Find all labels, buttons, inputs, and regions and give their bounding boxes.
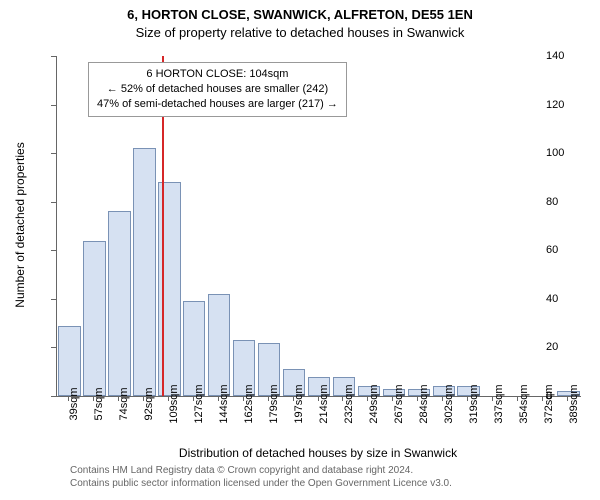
histogram-bar [208, 294, 230, 396]
xtick-mark [218, 396, 219, 401]
xtick-label: 337sqm [493, 384, 505, 423]
footer-line1: Contains HM Land Registry data © Crown c… [70, 464, 452, 477]
footer: Contains HM Land Registry data © Crown c… [70, 464, 452, 490]
xtick-label: 57sqm [93, 387, 105, 420]
ytick-label: 100 [546, 147, 596, 159]
xtick-label: 284sqm [418, 384, 430, 423]
xtick-label: 109sqm [168, 384, 180, 423]
xtick-label: 232sqm [343, 384, 355, 423]
xtick-label: 302sqm [443, 384, 455, 423]
histogram-bar [133, 148, 155, 396]
ytick-mark [51, 250, 56, 251]
xtick-label: 354sqm [518, 384, 530, 423]
x-axis-label: Distribution of detached houses by size … [56, 446, 580, 460]
xtick-label: 389sqm [568, 384, 580, 423]
xtick-label: 39sqm [68, 387, 80, 420]
xtick-mark [392, 396, 393, 401]
xtick-label: 372sqm [543, 384, 555, 423]
xtick-mark [492, 396, 493, 401]
xtick-label: 197sqm [293, 384, 305, 423]
xtick-mark [342, 396, 343, 401]
ytick-mark [51, 56, 56, 57]
ytick-label: 140 [546, 50, 596, 62]
xtick-mark [467, 396, 468, 401]
xtick-label: 267sqm [393, 384, 405, 423]
xtick-label: 179sqm [268, 384, 280, 423]
histogram-bar [108, 211, 130, 396]
xtick-mark [318, 396, 319, 401]
xtick-mark [268, 396, 269, 401]
xtick-mark [567, 396, 568, 401]
xtick-mark [68, 396, 69, 401]
xtick-mark [143, 396, 144, 401]
ytick-mark [51, 153, 56, 154]
ytick-mark [51, 202, 56, 203]
histogram-bar [183, 301, 205, 396]
xtick-label: 127sqm [193, 384, 205, 423]
chart-title-line2: Size of property relative to detached ho… [0, 25, 600, 40]
chart-title-line1: 6, HORTON CLOSE, SWANWICK, ALFRETON, DE5… [0, 7, 600, 22]
xtick-mark [517, 396, 518, 401]
ytick-label: 120 [546, 99, 596, 111]
xtick-label: 162sqm [243, 384, 255, 423]
ytick-mark [51, 105, 56, 106]
xtick-mark [193, 396, 194, 401]
xtick-label: 249sqm [368, 384, 380, 423]
xtick-mark [442, 396, 443, 401]
xtick-label: 74sqm [118, 387, 130, 420]
ytick-label: 40 [546, 293, 596, 305]
ytick-mark [51, 299, 56, 300]
info-box-line3: 47% of semi-detached houses are larger (… [97, 97, 338, 112]
xtick-label: 144sqm [218, 384, 230, 423]
info-box-line1: 6 HORTON CLOSE: 104sqm [97, 67, 338, 82]
xtick-mark [168, 396, 169, 401]
ytick-mark [51, 396, 56, 397]
xtick-mark [542, 396, 543, 401]
histogram-bar [58, 326, 80, 396]
xtick-label: 214sqm [318, 384, 330, 423]
y-axis-label: Number of detached properties [13, 135, 27, 315]
ytick-label: 60 [546, 244, 596, 256]
footer-line2: Contains public sector information licen… [70, 477, 452, 490]
xtick-mark [367, 396, 368, 401]
xtick-mark [417, 396, 418, 401]
xtick-mark [118, 396, 119, 401]
xtick-mark [293, 396, 294, 401]
histogram-bar [83, 241, 105, 396]
xtick-label: 319sqm [468, 384, 480, 423]
ytick-mark [51, 347, 56, 348]
ytick-label: 80 [546, 196, 596, 208]
xtick-mark [243, 396, 244, 401]
chart-container: 6, HORTON CLOSE, SWANWICK, ALFRETON, DE5… [0, 0, 600, 500]
xtick-label: 92sqm [143, 387, 155, 420]
info-box-line2: ← 52% of detached houses are smaller (24… [97, 82, 338, 97]
ytick-label: 20 [546, 341, 596, 353]
info-box: 6 HORTON CLOSE: 104sqm ← 52% of detached… [88, 62, 347, 117]
xtick-mark [93, 396, 94, 401]
